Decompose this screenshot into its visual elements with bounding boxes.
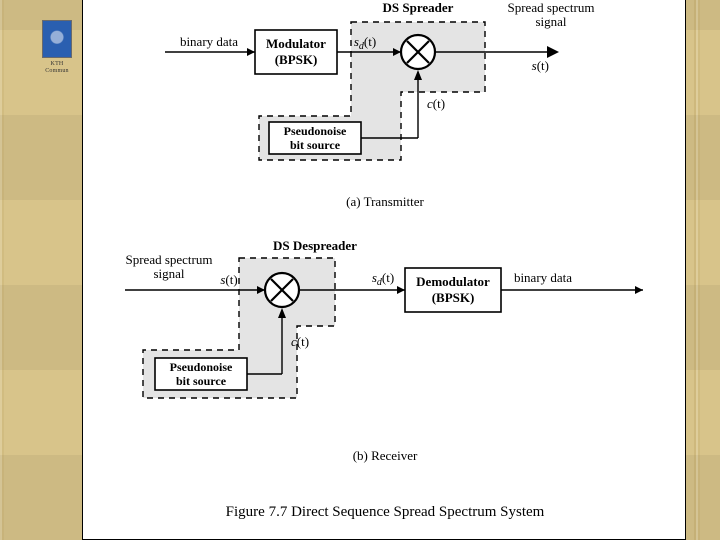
despreader-title: DS Despreader [273, 238, 357, 253]
modulator-line2: (BPSK) [275, 52, 318, 67]
rx-pn-line1: Pseudonoise [170, 360, 233, 374]
demod-line1: Demodulator [416, 274, 490, 289]
tx-out-arrowhead [547, 46, 559, 58]
receiver-group: DS Despreader Spread spectrum signal s(t… [125, 238, 643, 463]
figure-panel: DS Spreader binary data Modulator (BPSK)… [82, 0, 686, 540]
transmitter-group: DS Spreader binary data Modulator (BPSK)… [165, 0, 595, 209]
demod-line2: (BPSK) [432, 290, 475, 305]
badge-line2: Commun [45, 68, 69, 74]
receiver-caption: (b) Receiver [353, 448, 418, 463]
rx-c-label: c(t) [291, 334, 309, 349]
modulator-line1: Modulator [266, 36, 326, 51]
figure-caption: Figure 7.7 Direct Sequence Spread Spectr… [226, 504, 545, 520]
rx-out-arrow [635, 286, 643, 294]
rx-in-label1: Spread spectrum [125, 252, 212, 267]
multiplier-icon [401, 35, 435, 69]
tx-c-label: c(t) [427, 96, 445, 111]
institution-badge: KTH Commun [42, 20, 72, 76]
badge-crest-icon [42, 20, 72, 58]
spreader-title: DS Spreader [383, 0, 454, 15]
rx-sd-label: sd(t) [372, 270, 394, 288]
tx-input-label: binary data [180, 34, 238, 49]
tx-out-label2: signal [535, 14, 566, 29]
tx-pn-line2: bit source [290, 138, 341, 152]
rx-multiplier-icon [265, 273, 299, 307]
rx-s-label: s(t) [220, 272, 237, 287]
badge-text: KTH Commun [42, 61, 72, 75]
badge-line1: KTH [51, 61, 64, 67]
tx-s-label: s(t) [532, 58, 549, 73]
rx-pn-line2: bit source [176, 374, 227, 388]
rx-in-label2: signal [153, 266, 184, 281]
rx-out-label: binary data [514, 270, 572, 285]
transmitter-caption: (a) Transmitter [346, 194, 424, 209]
diagram-svg: DS Spreader binary data Modulator (BPSK)… [83, 0, 687, 540]
tx-input-arrow [247, 48, 255, 56]
tx-out-label1: Spread spectrum [507, 0, 594, 15]
rx-sd-arrow [397, 286, 405, 294]
tx-pn-line1: Pseudonoise [284, 124, 347, 138]
